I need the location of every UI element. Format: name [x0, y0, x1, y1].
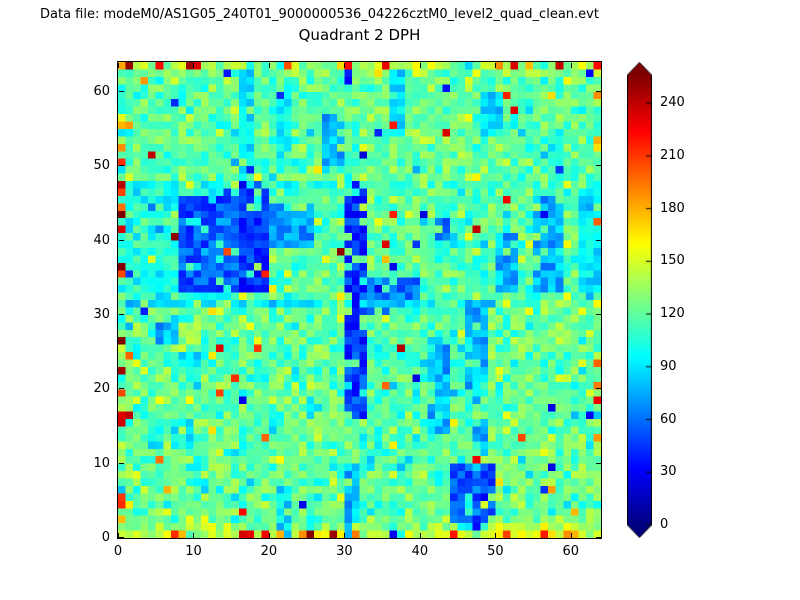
colorbar-tick-label: 90 — [660, 358, 677, 374]
colorbar — [627, 62, 652, 538]
x-tick-label: 50 — [487, 544, 504, 559]
colorbar-tick-label: 150 — [660, 253, 685, 269]
x-tick-label: 0 — [113, 544, 123, 559]
tick-mark — [596, 462, 601, 464]
y-tick-label: 30 — [93, 306, 110, 322]
tick-mark — [119, 537, 124, 538]
x-tick-label: 20 — [260, 544, 278, 559]
plot-title: Quadrant 2 DPH — [298, 26, 421, 44]
tick-mark — [570, 63, 572, 68]
tick-mark — [118, 63, 119, 68]
tick-mark — [119, 165, 124, 167]
x-tick-label: 10 — [185, 544, 202, 559]
colorbar-tick-label: 30 — [660, 464, 677, 480]
tick-mark — [570, 533, 572, 538]
tick-mark — [495, 533, 497, 538]
colorbar-tick-label: 180 — [660, 200, 685, 216]
tick-mark — [596, 313, 601, 315]
tick-mark — [268, 63, 270, 68]
tick-mark — [596, 388, 601, 390]
data-file-label: Data file: modeM0/AS1G05_240T01_90000005… — [40, 7, 599, 22]
heatmap-canvas — [118, 62, 601, 538]
tick-mark — [193, 63, 195, 68]
y-tick-label: 50 — [93, 158, 110, 174]
tick-mark — [193, 533, 195, 538]
y-tick-label: 20 — [93, 381, 110, 397]
tick-mark — [495, 63, 497, 68]
tick-mark — [119, 239, 124, 241]
tick-mark — [119, 388, 124, 390]
x-tick-label: 60 — [562, 544, 580, 559]
tick-mark — [596, 90, 601, 92]
y-tick-label: 60 — [93, 83, 110, 99]
tick-mark — [419, 63, 421, 68]
heatmap-plot — [117, 61, 602, 539]
tick-mark — [596, 239, 601, 241]
colorbar-tick-label: 210 — [660, 147, 685, 163]
colorbar-tick-label: 240 — [660, 95, 685, 111]
tick-mark — [596, 537, 601, 538]
tick-mark — [596, 165, 601, 167]
tick-mark — [344, 63, 346, 68]
tick-mark — [268, 533, 270, 538]
tick-mark — [119, 462, 124, 464]
x-tick-label: 30 — [336, 544, 353, 559]
y-tick-label: 0 — [101, 530, 110, 545]
tick-mark — [118, 533, 119, 538]
tick-mark — [344, 533, 346, 538]
y-tick-label: 10 — [93, 455, 110, 471]
colorbar-tick-label: 60 — [660, 411, 677, 427]
tick-mark — [419, 533, 421, 538]
colorbar-tick-label: 0 — [660, 517, 669, 532]
tick-mark — [119, 90, 124, 92]
tick-mark — [119, 313, 124, 315]
colorbar-tick-label: 120 — [660, 306, 685, 322]
y-tick-label: 40 — [93, 232, 110, 248]
x-tick-label: 40 — [411, 544, 429, 559]
